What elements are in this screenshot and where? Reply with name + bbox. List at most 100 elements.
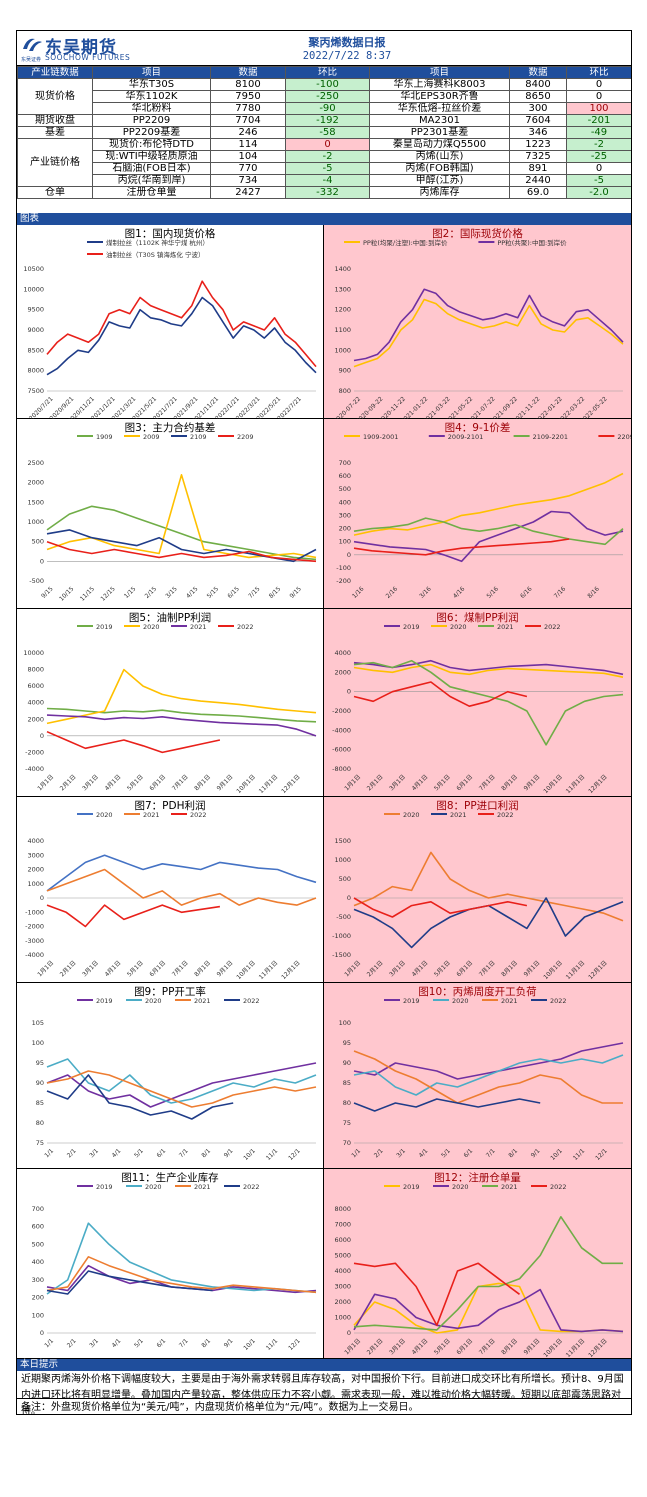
x-tick-label: 7月1日	[171, 773, 190, 792]
series-line	[353, 1054, 624, 1096]
series-line	[353, 659, 624, 676]
y-tick-label: 400	[32, 1258, 44, 1266]
item-cell: 注册仓单量	[92, 186, 211, 199]
x-tick-label: 10/1	[242, 1337, 257, 1352]
charts-section-bar: 图表	[17, 213, 631, 225]
change-cell: -90	[285, 102, 370, 115]
header-cell: 项目	[369, 66, 510, 79]
x-tick-label: 3/1	[395, 1147, 407, 1159]
x-tick-label: 8月1日	[500, 959, 519, 978]
x-tick-label: 5月1日	[433, 1337, 452, 1356]
legend-label: 2020	[403, 811, 420, 819]
header-cell: 数据	[210, 66, 286, 79]
chart-panel-c7: 图7：PDH利润 2020 2021 2022 -4000 -3000 -2000 -100…	[17, 797, 324, 983]
y-tick-label: 200	[339, 525, 351, 533]
table-row: 现:WTI中级轻质原油 104 -2 丙烯(山东) 7325 -25	[18, 150, 631, 163]
y-tick-label: 2500	[27, 459, 44, 467]
series-line	[46, 868, 317, 906]
y-tick-label: 1200	[334, 306, 351, 314]
x-tick-label: 5月1日	[126, 773, 145, 792]
x-tick-label: 7月1日	[478, 1337, 497, 1356]
x-tick-label: 12月1日	[280, 959, 302, 981]
change-cell: -201	[566, 114, 631, 127]
chart-title: 图8：PP进口利润	[436, 800, 519, 812]
y-tick-label: -1000	[332, 932, 351, 940]
series-line	[353, 851, 624, 922]
legend-label: 2022	[497, 811, 514, 819]
y-tick-label: 4000	[27, 699, 44, 707]
x-tick-label: 3/1	[88, 1337, 100, 1349]
x-tick-label: 11月1日	[565, 959, 587, 981]
item-cell: 丙烯库存	[369, 186, 510, 199]
chart-panel-c8: 图8：PP进口利润 2020 2021 2022 -1500 -1000 -500 0 500…	[324, 797, 631, 983]
y-tick-label: 100	[32, 1311, 44, 1319]
y-tick-label: 105	[32, 1019, 44, 1027]
item-cell: PP2301基差	[369, 126, 510, 139]
x-tick-label: 9/1	[223, 1337, 235, 1349]
x-tick-label: 6月1日	[455, 773, 474, 792]
y-tick-label: -500	[336, 913, 351, 921]
x-tick-label: 11月1日	[258, 959, 280, 981]
chart-c12: 2019 2020 2021 2022 0 1000 2000 3000 4000 5000 600…	[334, 1183, 624, 1359]
y-tick-label: 70	[343, 1139, 351, 1147]
x-tick-label: 5月1日	[433, 959, 452, 978]
x-tick-label: 5/1	[440, 1147, 452, 1159]
legend-label: 2019	[96, 1183, 113, 1191]
legend-label: 2021	[190, 623, 207, 631]
series-line	[353, 1098, 541, 1112]
x-tick-label: 4月1日	[411, 959, 430, 978]
legend-label: 2021	[497, 623, 514, 631]
y-tick-label: -4000	[25, 951, 44, 959]
y-tick-label: 1400	[334, 265, 351, 273]
y-tick-label: -4000	[25, 765, 44, 773]
item-cell: PP2209基差	[92, 126, 211, 139]
series-line	[46, 1062, 317, 1108]
legend-label: 2019	[403, 1183, 420, 1191]
y-tick-label: -2000	[25, 748, 44, 756]
x-tick-label: 8/1	[507, 1147, 519, 1159]
y-tick-label: 1000	[27, 880, 44, 888]
legend-label: 2209-2301	[617, 433, 631, 441]
legend-label: 2022	[243, 997, 260, 1005]
x-tick-label: 6/1	[155, 1337, 167, 1349]
x-tick-label: 1月1日	[343, 773, 362, 792]
y-tick-label: 10000	[23, 285, 44, 293]
x-tick-label: 6/16	[519, 585, 534, 600]
series-line	[46, 854, 317, 892]
x-tick-label: 12/1	[287, 1337, 302, 1352]
x-tick-label: 4月1日	[104, 773, 123, 792]
x-tick-label: 2020-07-22	[333, 395, 363, 419]
x-tick-label: 7/1	[178, 1147, 190, 1159]
y-tick-label: 300	[339, 511, 351, 519]
x-tick-label: 11月1日	[565, 1337, 587, 1359]
x-tick-label: 4/1	[111, 1337, 123, 1349]
y-tick-label: 90	[343, 1059, 351, 1067]
chart-c2: PP粒(均聚/注塑):中国:到岸价 PP粒(共聚):中国:到岸价 800 900 100…	[333, 238, 624, 419]
y-tick-label: 85	[36, 1099, 44, 1107]
y-tick-label: 3000	[27, 851, 44, 859]
y-tick-label: 200	[32, 1294, 44, 1302]
group-label: 现货价格	[17, 78, 93, 115]
report-frame: 东吴期货 SOOCHOW FUTURES 东吴证券 聚丙烯数据日报 2022/7…	[16, 30, 632, 1415]
x-tick-label: 2/1	[66, 1337, 78, 1349]
x-tick-label: 8/16	[586, 585, 601, 600]
x-tick-label: 7/15	[247, 585, 262, 600]
x-tick-label: 11/1	[265, 1337, 280, 1352]
x-tick-label: 10月1日	[235, 959, 257, 981]
item-cell: PP2209	[92, 114, 211, 127]
value-cell: 7325	[509, 150, 567, 163]
y-tick-label: 0	[40, 894, 44, 902]
series-line	[46, 1070, 317, 1108]
item-cell: 丙烯(FOB韩国)	[369, 162, 510, 175]
x-tick-label: 1/1	[43, 1147, 55, 1159]
item-cell: 丙烷(华南到岸)	[92, 174, 211, 187]
y-tick-label: 95	[343, 1039, 351, 1047]
x-tick-label: 1/1	[43, 1337, 55, 1349]
series-line	[353, 288, 624, 362]
change-cell: -58	[285, 126, 370, 139]
legend-label: 2019	[96, 623, 113, 631]
series-line	[353, 1282, 624, 1334]
y-tick-label: 9500	[27, 306, 44, 314]
logo-english: SOOCHOW FUTURES	[45, 53, 131, 62]
x-tick-label: 10/1	[242, 1147, 257, 1162]
